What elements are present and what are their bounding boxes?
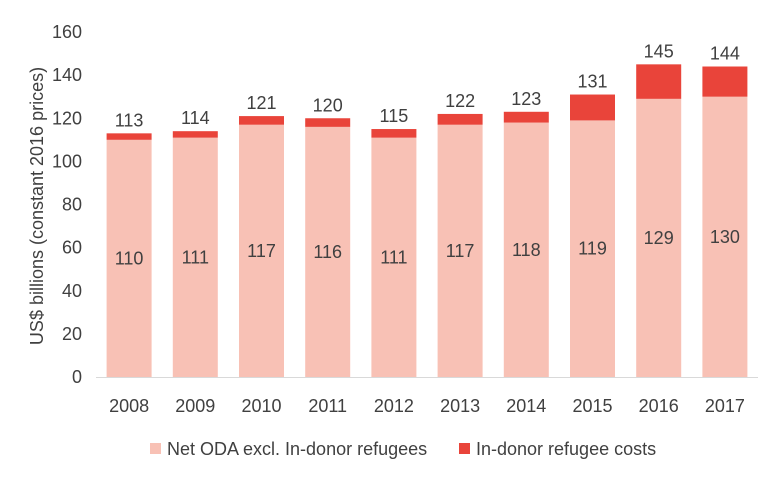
bar-net-oda: [172, 137, 218, 377]
y-tick-label: 120: [52, 108, 82, 128]
bar-net-oda: [239, 124, 284, 377]
data-label-net-oda: 119: [578, 239, 607, 259]
bar-net-oda: [437, 124, 483, 377]
data-label-net-oda: 130: [710, 227, 740, 247]
data-label-net-oda: 129: [644, 228, 674, 248]
bar-net-oda: [503, 122, 549, 377]
y-tick-label: 100: [52, 151, 82, 171]
bar-net-oda: [371, 137, 417, 377]
data-label-total: 121: [246, 93, 276, 113]
data-label-total: 120: [313, 95, 343, 115]
x-tick-label: 2009: [175, 396, 215, 416]
bar-refugee-costs: [437, 113, 483, 125]
bar-refugee-costs: [239, 116, 284, 125]
data-label-total: 144: [710, 44, 740, 64]
y-tick-label: 140: [52, 65, 82, 85]
bar-net-oda: [702, 96, 748, 377]
data-label-total: 113: [115, 110, 144, 130]
x-tick-label: 2012: [374, 396, 414, 416]
bar-net-oda: [305, 126, 351, 377]
legend-swatch-net-oda: [150, 443, 161, 454]
x-tick-label: 2010: [241, 396, 281, 416]
y-tick-label: 60: [62, 238, 82, 258]
y-axis-title: US$ billions (constant 2016 prices): [27, 67, 47, 345]
data-label-net-oda: 118: [512, 240, 541, 260]
data-label-net-oda: 117: [247, 241, 276, 261]
x-tick-label: 2014: [506, 396, 546, 416]
bar-refugee-costs: [106, 133, 152, 140]
data-label-total: 131: [577, 72, 607, 92]
bars: 110 113 111 114 117 121 116 120 111 115 117 122 118 1…: [106, 41, 748, 377]
y-tick-label: 80: [62, 195, 82, 215]
data-label-net-oda: 111: [380, 247, 407, 267]
bar-refugee-costs: [305, 118, 351, 127]
legend: Net ODA excl. In-donor refugees In-donor…: [150, 439, 656, 459]
y-tick-label: 0: [72, 367, 82, 387]
bar-refugee-costs: [702, 66, 748, 97]
data-label-net-oda: 111: [182, 247, 209, 267]
data-label-net-oda: 117: [446, 241, 475, 261]
legend-label-refugee-costs: In-donor refugee costs: [476, 439, 656, 459]
legend-swatch-refugee-costs: [459, 443, 470, 454]
x-tick-label: 2011: [308, 396, 347, 416]
bar-refugee-costs: [636, 64, 682, 99]
x-axis-ticks: 2008 2009 2010 2011 2012 2013 2014 2015 2016 2017: [109, 396, 745, 416]
bar-refugee-costs: [503, 111, 549, 123]
x-tick-label: 2015: [572, 396, 612, 416]
legend-label-net-oda: Net ODA excl. In-donor refugees: [167, 439, 427, 459]
bar-refugee-costs: [172, 131, 218, 138]
bar-net-oda: [106, 139, 152, 377]
data-label-net-oda: 116: [313, 242, 342, 262]
x-tick-label: 2017: [705, 396, 745, 416]
x-tick-label: 2013: [440, 396, 480, 416]
y-tick-label: 20: [62, 324, 82, 344]
bar-net-oda: [570, 120, 615, 377]
data-label-total: 115: [380, 106, 409, 126]
y-axis-ticks: 0 20 40 60 80 100 120 140 160: [52, 22, 82, 387]
y-tick-label: 160: [52, 22, 82, 42]
data-label-total: 145: [644, 41, 674, 61]
x-tick-label: 2016: [639, 396, 679, 416]
data-label-total: 114: [181, 108, 210, 128]
data-label-total: 122: [445, 91, 475, 111]
data-label-total: 123: [511, 89, 541, 109]
bar-refugee-costs: [371, 129, 417, 138]
y-tick-label: 40: [62, 281, 82, 301]
bar-refugee-costs: [570, 94, 615, 121]
data-label-net-oda: 110: [115, 248, 144, 268]
bar-net-oda: [636, 98, 682, 377]
x-tick-label: 2008: [109, 396, 149, 416]
